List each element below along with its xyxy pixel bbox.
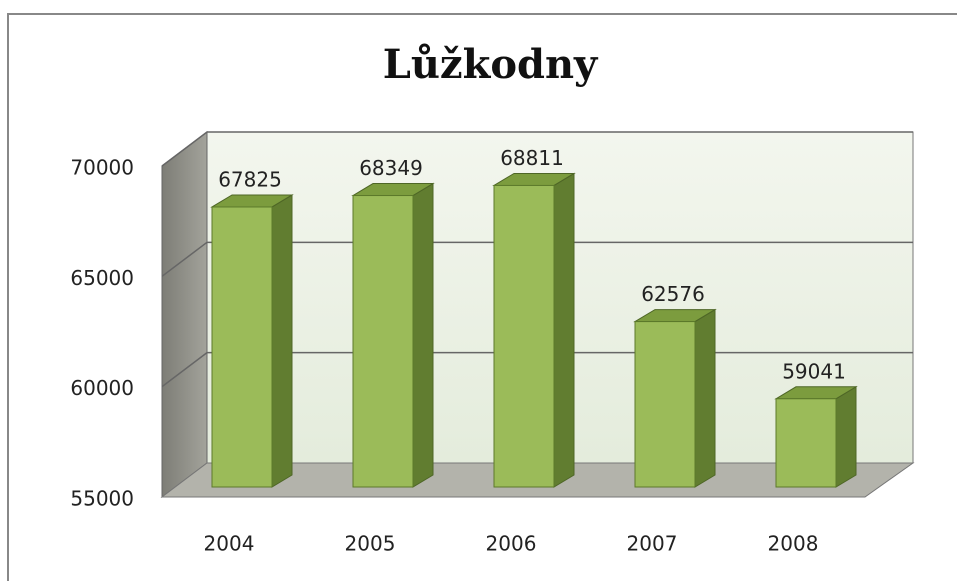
grid-line bbox=[161, 131, 913, 167]
x-tick-label: 2007 bbox=[627, 532, 678, 556]
x-tick-label: 2008 bbox=[768, 532, 819, 556]
y-tick-label: 55000 bbox=[70, 487, 134, 511]
x-tick-label: 2005 bbox=[345, 532, 396, 556]
bar bbox=[493, 184, 555, 488]
bar-side bbox=[835, 385, 857, 488]
bar-side bbox=[553, 172, 575, 488]
value-label: 62576 bbox=[641, 282, 705, 306]
y-tick-label: 70000 bbox=[70, 156, 134, 180]
y-tick-label: 65000 bbox=[70, 266, 134, 290]
bar bbox=[352, 195, 414, 488]
bar bbox=[211, 206, 273, 488]
y-tick-label: 60000 bbox=[70, 376, 134, 400]
value-label: 59041 bbox=[782, 359, 846, 383]
chart-title: Lůžkodny bbox=[383, 41, 599, 88]
side-wall bbox=[161, 130, 208, 499]
bar bbox=[634, 321, 696, 488]
bar bbox=[775, 398, 837, 488]
x-tick-label: 2004 bbox=[204, 532, 255, 556]
frame bbox=[7, 13, 957, 581]
value-label: 68811 bbox=[500, 146, 564, 170]
bar-side bbox=[694, 308, 716, 488]
x-tick-label: 2006 bbox=[486, 532, 537, 556]
bar-side bbox=[271, 194, 293, 488]
value-label: 68349 bbox=[359, 156, 423, 180]
value-label: 67825 bbox=[218, 167, 282, 191]
bar-side bbox=[412, 182, 434, 488]
grid-line bbox=[161, 241, 913, 277]
